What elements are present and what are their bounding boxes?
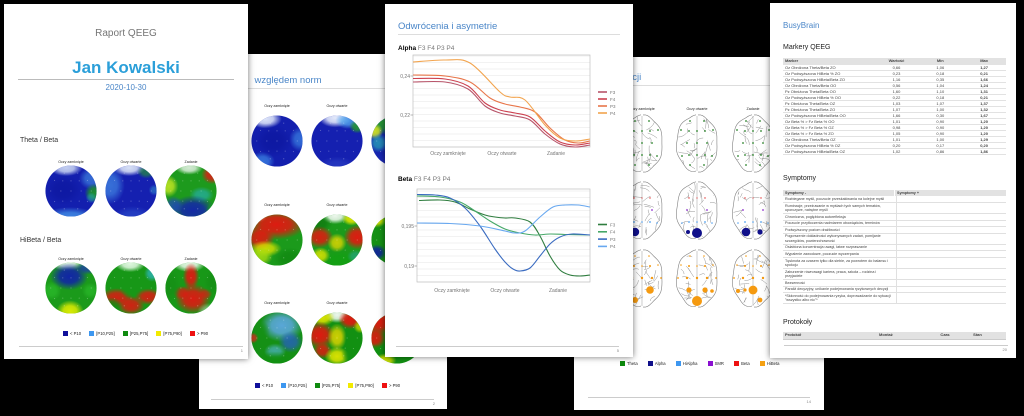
svg-text:0,195: 0,195 [401,224,414,230]
svg-text:Oczy otwarte: Oczy otwarte [490,288,519,294]
svg-text:F4: F4 [610,230,616,235]
svg-text:F3: F3 [610,222,616,227]
svg-text:Oczy zamknięte: Oczy zamknięte [430,151,466,157]
svg-text:Oczy otwarte: Oczy otwarte [487,151,516,157]
svg-text:F4: F4 [610,97,616,102]
svg-text:F3: F3 [610,90,616,95]
svg-text:P4: P4 [610,244,616,249]
svg-text:P3: P3 [610,237,616,242]
svg-text:0,24: 0,24 [400,74,410,80]
svg-text:0,19: 0,19 [404,264,414,270]
svg-text:Oczy zamknięte: Oczy zamknięte [434,288,470,294]
svg-text:P4: P4 [610,111,616,116]
svg-text:0,22: 0,22 [400,113,410,119]
svg-text:P3: P3 [610,104,616,109]
svg-text:Zadanie: Zadanie [547,151,565,157]
svg-text:Zadanie: Zadanie [549,288,567,294]
